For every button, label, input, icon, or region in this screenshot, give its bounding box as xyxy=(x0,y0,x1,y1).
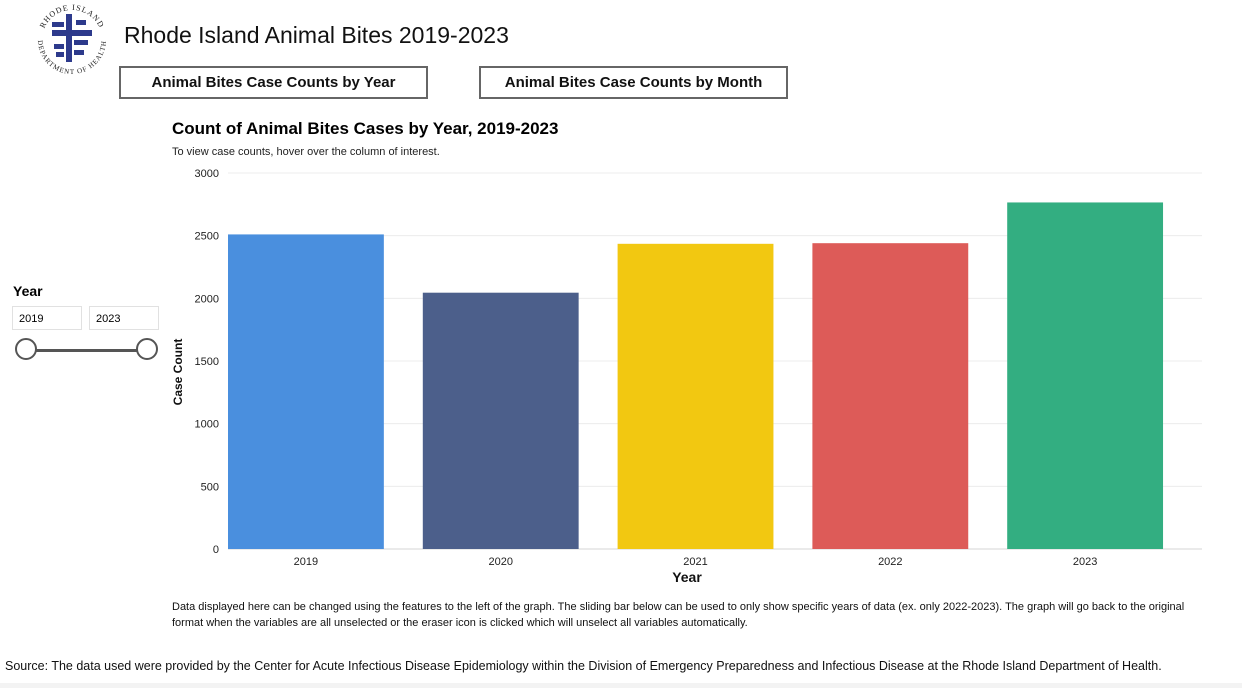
x-axis-title: Year xyxy=(672,569,702,585)
y-tick-label: 2500 xyxy=(195,231,219,243)
year-filter-label: Year xyxy=(13,283,43,299)
x-tick-label: 2021 xyxy=(683,556,707,568)
y-tick-label: 3000 xyxy=(195,168,219,180)
x-tick-label: 2022 xyxy=(878,556,902,568)
year-range-end-field[interactable]: 2023 xyxy=(89,306,159,330)
year-slider-min-handle[interactable] xyxy=(15,338,37,360)
y-tick-label: 2000 xyxy=(195,293,219,305)
bar[interactable] xyxy=(422,292,579,549)
case-counts-by-year-button[interactable]: Animal Bites Case Counts by Year xyxy=(119,66,428,99)
bar[interactable] xyxy=(812,243,969,549)
page-title: Rhode Island Animal Bites 2019-2023 xyxy=(124,22,509,48)
year-slider-track[interactable] xyxy=(26,349,147,352)
x-tick-label: 2020 xyxy=(488,556,512,568)
chart-title: Count of Animal Bites Cases by Year, 201… xyxy=(172,119,559,138)
y-tick-label: 1500 xyxy=(195,356,219,368)
bar[interactable] xyxy=(228,234,384,549)
chart-subtitle: To view case counts, hover over the colu… xyxy=(172,146,440,158)
bar-chart: 0 500 1000 1500 2000 2500 3000 2019 2020 2021 2022… xyxy=(171,168,1202,585)
y-tick-label: 500 xyxy=(201,481,219,493)
instructions-note: Data displayed here can be changed using… xyxy=(172,601,1185,629)
year-range-start-field[interactable]: 2019 xyxy=(12,306,82,330)
y-axis-title: Case Count xyxy=(171,339,185,406)
y-tick-label: 0 xyxy=(213,544,219,556)
bottom-strip xyxy=(0,683,1242,688)
x-tick-label: 2023 xyxy=(1073,556,1097,568)
x-tick-label: 2019 xyxy=(294,556,318,568)
y-tick-label: 1000 xyxy=(195,419,219,431)
year-slider-max-handle[interactable] xyxy=(136,338,158,360)
source-note: Source: The data used were provided by t… xyxy=(5,659,1162,673)
bar[interactable] xyxy=(617,243,774,549)
bar[interactable] xyxy=(1007,202,1164,549)
case-counts-by-month-button[interactable]: Animal Bites Case Counts by Month xyxy=(479,66,788,99)
ri-health-logo: RHODE ISLAND DEPARTMENT OF HEALTH xyxy=(36,3,107,76)
